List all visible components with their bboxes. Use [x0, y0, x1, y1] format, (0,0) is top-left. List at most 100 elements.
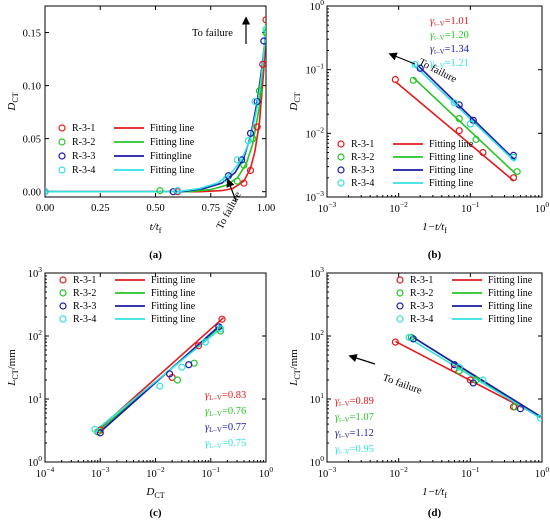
y-tick-label: 0.10: [23, 82, 41, 93]
legend-line-label: Fitting line: [488, 275, 533, 286]
data-point-R-3-3: [215, 323, 223, 331]
legend-marker: [337, 140, 345, 148]
x-tick-label: 10−1: [461, 465, 480, 480]
legend-marker: [396, 276, 404, 284]
data-point-R-3-1: [246, 166, 255, 175]
x-tick-label: 100: [535, 465, 550, 480]
data-point-R-3-2: [216, 327, 225, 335]
legend-label: R-3-1: [72, 123, 95, 134]
data-point-R-3-3: [516, 405, 525, 413]
legend-marker: [396, 302, 404, 310]
legend-label: R-3-1: [410, 275, 433, 286]
legend-marker: [59, 289, 67, 297]
x-tick-label: 100: [535, 200, 550, 215]
data-point-R-3-3: [96, 429, 104, 437]
data-point-R-3-2: [407, 333, 415, 342]
data-point-R-3-2: [233, 177, 241, 185]
y-tick-label: 101: [28, 391, 43, 406]
data-point-R-3-2: [173, 376, 182, 384]
data-point-R-3-4: [479, 376, 487, 384]
data-point-R-3-3: [409, 335, 417, 343]
panel-caption: (d): [428, 507, 442, 519]
legend-marker: [396, 315, 404, 323]
y-axis-label: LCT/mm: [6, 349, 20, 387]
legend-line-label: Fitting line: [488, 301, 533, 312]
x-tick-label: 0.00: [36, 203, 54, 214]
legend-marker: [396, 289, 404, 297]
legend-label: R-3-2: [351, 152, 374, 163]
data-point-R-3-1: [259, 60, 266, 68]
fit-line-R-3-4: [45, 30, 266, 193]
legend-line-label: Fitting line: [488, 314, 533, 325]
data-point-R-3-3: [166, 370, 174, 378]
data-point-R-3-1: [194, 342, 203, 350]
to-failure-annotation: To failure: [381, 372, 424, 396]
y-tick-label: 10−3: [306, 189, 325, 204]
data-point-R-3-3: [416, 64, 424, 72]
panel-caption: (a): [149, 249, 162, 261]
legend-label: R-3-1: [351, 139, 374, 150]
gamma-value: γL–V=0.77: [205, 422, 246, 434]
data-point-R-3-3: [469, 379, 477, 387]
panel-c: 10−4 10−3 10−2 10−1 100 100 101 102 103 DCT LCT/mm…: [6, 178, 273, 519]
legend-line-label: Fitting line: [429, 139, 474, 150]
legend-line-label: Fitting line: [429, 178, 474, 189]
legend-marker: [58, 166, 66, 174]
y-tick-label: 10−2: [306, 125, 325, 140]
data-point-R-3-1: [262, 16, 266, 24]
gamma-value: γL–V=0.75: [205, 438, 246, 450]
data-point-R-3-2: [255, 87, 263, 95]
data-point-R-3-1: [391, 338, 399, 346]
x-tick-label: 10−2: [389, 465, 408, 480]
legend-label: R-3-3: [410, 301, 433, 312]
plot-frame: [326, 272, 543, 463]
y-tick-label: 0.15: [23, 29, 41, 40]
data-point-R-3-1: [253, 123, 261, 131]
legend-label: R-3-3: [73, 301, 96, 312]
data-point-R-3-4: [244, 137, 252, 145]
plot-area: [391, 61, 521, 182]
x-tick-label: 10−3: [318, 200, 337, 215]
data-point-R-3-4: [405, 333, 413, 342]
data-point-R-3-4: [466, 120, 474, 128]
legend-line-label: Fittingline: [150, 151, 192, 162]
x-tick-label: 10−1: [202, 465, 221, 480]
data-point-R-3-1: [240, 179, 248, 187]
panel-d: 10−3 10−2 10−1 100 100 101 102 103 1−t/tf LCT/mm (…: [288, 265, 549, 519]
plot-area: [45, 16, 266, 196]
y-tick-label: 100: [310, 454, 325, 469]
x-tick-label: 10−1: [461, 200, 480, 215]
x-axis-label: 1−t/tf: [422, 221, 447, 235]
data-point-R-3-3: [260, 37, 266, 45]
data-point-R-3-4: [174, 187, 182, 195]
data-point-R-3-3: [246, 129, 255, 137]
legend-line-label: Fitting line: [151, 314, 196, 325]
fit-line-R-3-4: [410, 61, 516, 163]
data-point-R-3-1: [218, 315, 226, 323]
legend-label: R-3-4: [410, 314, 433, 325]
data-point-R-3-1: [391, 75, 399, 84]
gamma-value: γt–V=1.34: [430, 44, 470, 56]
y-tick-label: 100: [28, 454, 43, 469]
x-tick-label: 10−3: [318, 465, 337, 480]
legend-label: R-3-3: [72, 151, 95, 162]
x-tick-label: 10−2: [146, 465, 165, 480]
legend-line-label: Fitting line: [151, 288, 196, 299]
to-failure-arrow: [348, 354, 376, 365]
y-tick-label: 10−1: [306, 62, 325, 77]
data-point-R-3-3: [253, 97, 261, 106]
y-tick-label: 101: [310, 391, 325, 406]
data-point-R-3-1: [455, 127, 463, 135]
data-point-R-3-3: [185, 361, 193, 369]
legend-marker: [58, 124, 66, 132]
data-point-R-3-4: [178, 363, 186, 371]
legend-label: R-3-4: [72, 165, 95, 176]
plot-frame: [326, 5, 543, 198]
data-point-R-3-4: [411, 61, 419, 69]
legend-marker: [337, 166, 345, 174]
panel-caption: (c): [149, 507, 162, 519]
gamma-value: γt–V=0.95: [335, 444, 374, 456]
to-failure-arrow: [388, 52, 416, 65]
fit-line-R-3-1: [45, 27, 266, 193]
data-point-R-3-2: [455, 367, 463, 375]
